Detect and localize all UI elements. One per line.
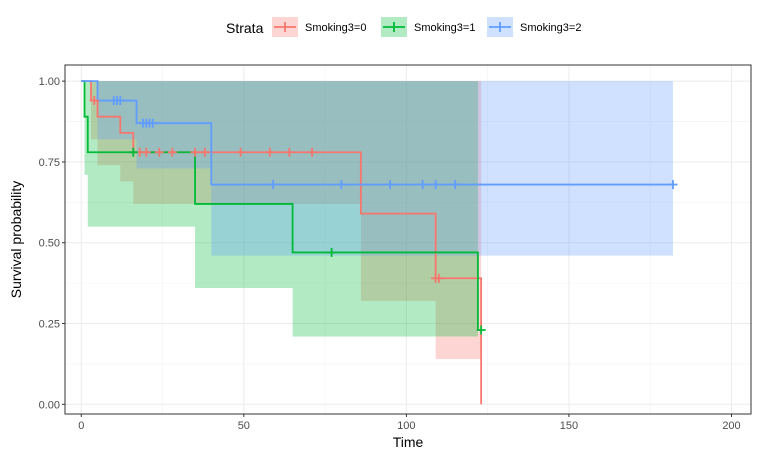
censor-mark — [284, 147, 294, 157]
censor-mark — [385, 180, 395, 190]
x-tick-label: 0 — [78, 420, 84, 432]
confidence-bands — [81, 81, 673, 360]
censor-mark — [236, 147, 246, 157]
y-tick-label: 0.25 — [39, 319, 60, 331]
y-tick-label: 1.00 — [39, 76, 60, 88]
censor-mark — [668, 180, 678, 190]
y-tick-label: 0.75 — [39, 157, 60, 169]
survival-curve-series-2 — [81, 80, 673, 186]
legend: Strata Smoking3=0 Smoking3=1 Smoking3=2 — [226, 17, 581, 37]
legend-label: Smoking3=1 — [414, 22, 475, 34]
censor-mark — [268, 180, 278, 190]
legend-title: Strata — [226, 20, 264, 36]
x-tick-label: 150 — [560, 420, 578, 432]
censor-mark — [128, 147, 138, 157]
censor-mark — [307, 147, 317, 157]
censor-mark — [154, 147, 164, 157]
x-axis-title: Time — [393, 434, 424, 450]
x-tick-label: 50 — [238, 420, 250, 432]
censor-mark — [115, 96, 125, 106]
censor-mark — [434, 273, 444, 283]
censor-mark — [450, 180, 460, 190]
minor-gridlines — [65, 65, 751, 414]
confidence-band-series-2 — [81, 81, 673, 256]
censor-mark — [190, 147, 200, 157]
censor-mark — [141, 147, 151, 157]
censor-mark — [265, 147, 275, 157]
x-tick-label: 100 — [397, 420, 415, 432]
censor-mark — [336, 180, 346, 190]
plot-panel-border — [64, 64, 752, 415]
major-gridlines — [65, 65, 751, 414]
censor-mark — [89, 96, 99, 106]
censor-mark — [476, 325, 486, 335]
censor-mark — [431, 180, 441, 190]
y-axis-title: Survival probability — [8, 181, 24, 299]
y-tick-label: 0.00 — [39, 399, 60, 411]
censor-mark — [167, 147, 177, 157]
y-tick-label: 0.50 — [39, 238, 60, 250]
legend-label: Smoking3=0 — [305, 22, 366, 34]
censor-mark — [200, 147, 210, 157]
x-tick-label: 200 — [722, 420, 740, 432]
confidence-band-series-1 — [81, 81, 478, 337]
confidence-band-series-0 — [81, 81, 482, 360]
censor-marks — [89, 96, 678, 335]
legend-item-series-2: Smoking3=2 — [487, 17, 581, 37]
censor-mark — [327, 247, 337, 257]
censor-mark — [148, 118, 158, 128]
legend-item-series-0: Smoking3=0 — [272, 17, 366, 37]
axis-ticks: 0 50 100 150 200 0.00 0.25 0.50 0.75 1.00 — [39, 76, 741, 432]
legend-items: Smoking3=0 Smoking3=1 Smoking3=2 — [272, 17, 581, 37]
censor-mark — [418, 180, 428, 190]
survival-curve-series-1 — [81, 80, 482, 331]
legend-label: Smoking3=2 — [520, 22, 581, 34]
legend-item-series-1: Smoking3=1 — [381, 17, 475, 37]
